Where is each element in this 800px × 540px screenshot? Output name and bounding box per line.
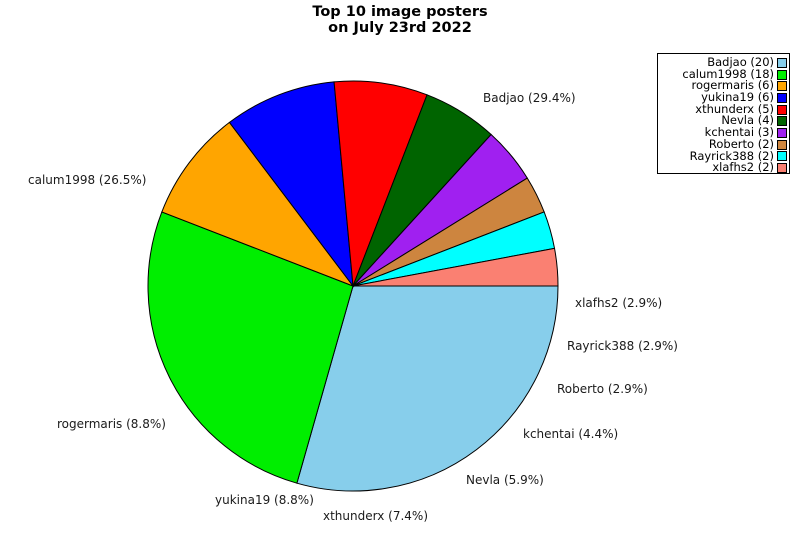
chart-title: Top 10 image posters on July 23rd 2022: [0, 4, 800, 36]
chart-title-line2: on July 23rd 2022: [328, 20, 472, 36]
legend-item-label: kchentai (3): [704, 125, 774, 140]
legend-color-swatch: [777, 104, 787, 115]
legend-item-label: Nevla (4): [721, 113, 774, 128]
legend-color-swatch: [777, 127, 787, 138]
pie-slice: [147, 211, 354, 484]
legend-item: calum1998 (18): [658, 66, 789, 81]
legend-color-swatch: [777, 116, 787, 127]
legend-item: xthunderx (5): [658, 101, 789, 116]
slice-label: Rayrick388 (2.9%): [567, 339, 678, 353]
pie-slice: [161, 121, 355, 288]
legend-item-label: Rayrick388 (2): [689, 148, 774, 163]
pie-slice: [228, 81, 354, 288]
slice-label: yukina19 (8.8%): [215, 493, 314, 507]
chart-title-line1: Top 10 image posters: [312, 4, 488, 20]
legend-item: Rayrick388 (2): [658, 148, 789, 163]
slice-label: Badjao (29.4%): [483, 91, 576, 105]
legend-item-label: Badjao (20): [707, 55, 774, 69]
slice-label: calum1998 (26.5%): [28, 173, 147, 187]
legend-item-label: Roberto (2): [708, 136, 774, 151]
slice-label: xthunderx (7.4%): [323, 509, 428, 523]
legend-item: rogermaris (6): [658, 80, 789, 92]
legend: Badjao (20) calum1998 (18) rogermaris (6) y…: [657, 53, 790, 174]
legend-item-label: yukina19 (6): [701, 90, 774, 105]
legend-color-swatch: [777, 81, 787, 92]
legend-item: kchentai (3): [658, 125, 789, 140]
legend-color-swatch: [777, 57, 787, 68]
legend-color-swatch: [777, 163, 787, 173]
legend-color-swatch: [777, 139, 787, 150]
legend-item: Nevla (4): [658, 115, 789, 127]
legend-item: Badjao (20): [658, 55, 789, 69]
legend-item-label: xthunderx (5): [695, 101, 774, 116]
pie-slice: [296, 285, 559, 492]
legend-item-label: xlafhs2 (2): [712, 160, 774, 174]
slice-label: Nevla (5.9%): [466, 473, 544, 487]
legend-item: xlafhs2 (2): [658, 160, 789, 174]
slice-label: xlafhs2 (2.9%): [575, 296, 663, 310]
pie-slices: [147, 80, 559, 492]
slice-label: Roberto (2.9%): [557, 382, 648, 396]
slice-label: rogermaris (8.8%): [57, 417, 166, 431]
legend-item: Roberto (2): [658, 136, 789, 151]
legend-color-swatch: [777, 151, 787, 162]
legend-color-swatch: [777, 69, 787, 80]
slice-label: kchentai (4.4%): [523, 427, 619, 441]
legend-color-swatch: [777, 92, 787, 103]
pie-slice: [352, 247, 559, 287]
legend-item-label: rogermaris (6): [691, 78, 774, 93]
legend-item: yukina19 (6): [658, 90, 789, 105]
legend-rows: Badjao (20) calum1998 (18) rogermaris (6) y…: [658, 55, 789, 174]
legend-item-label: calum1998 (18): [682, 66, 774, 81]
